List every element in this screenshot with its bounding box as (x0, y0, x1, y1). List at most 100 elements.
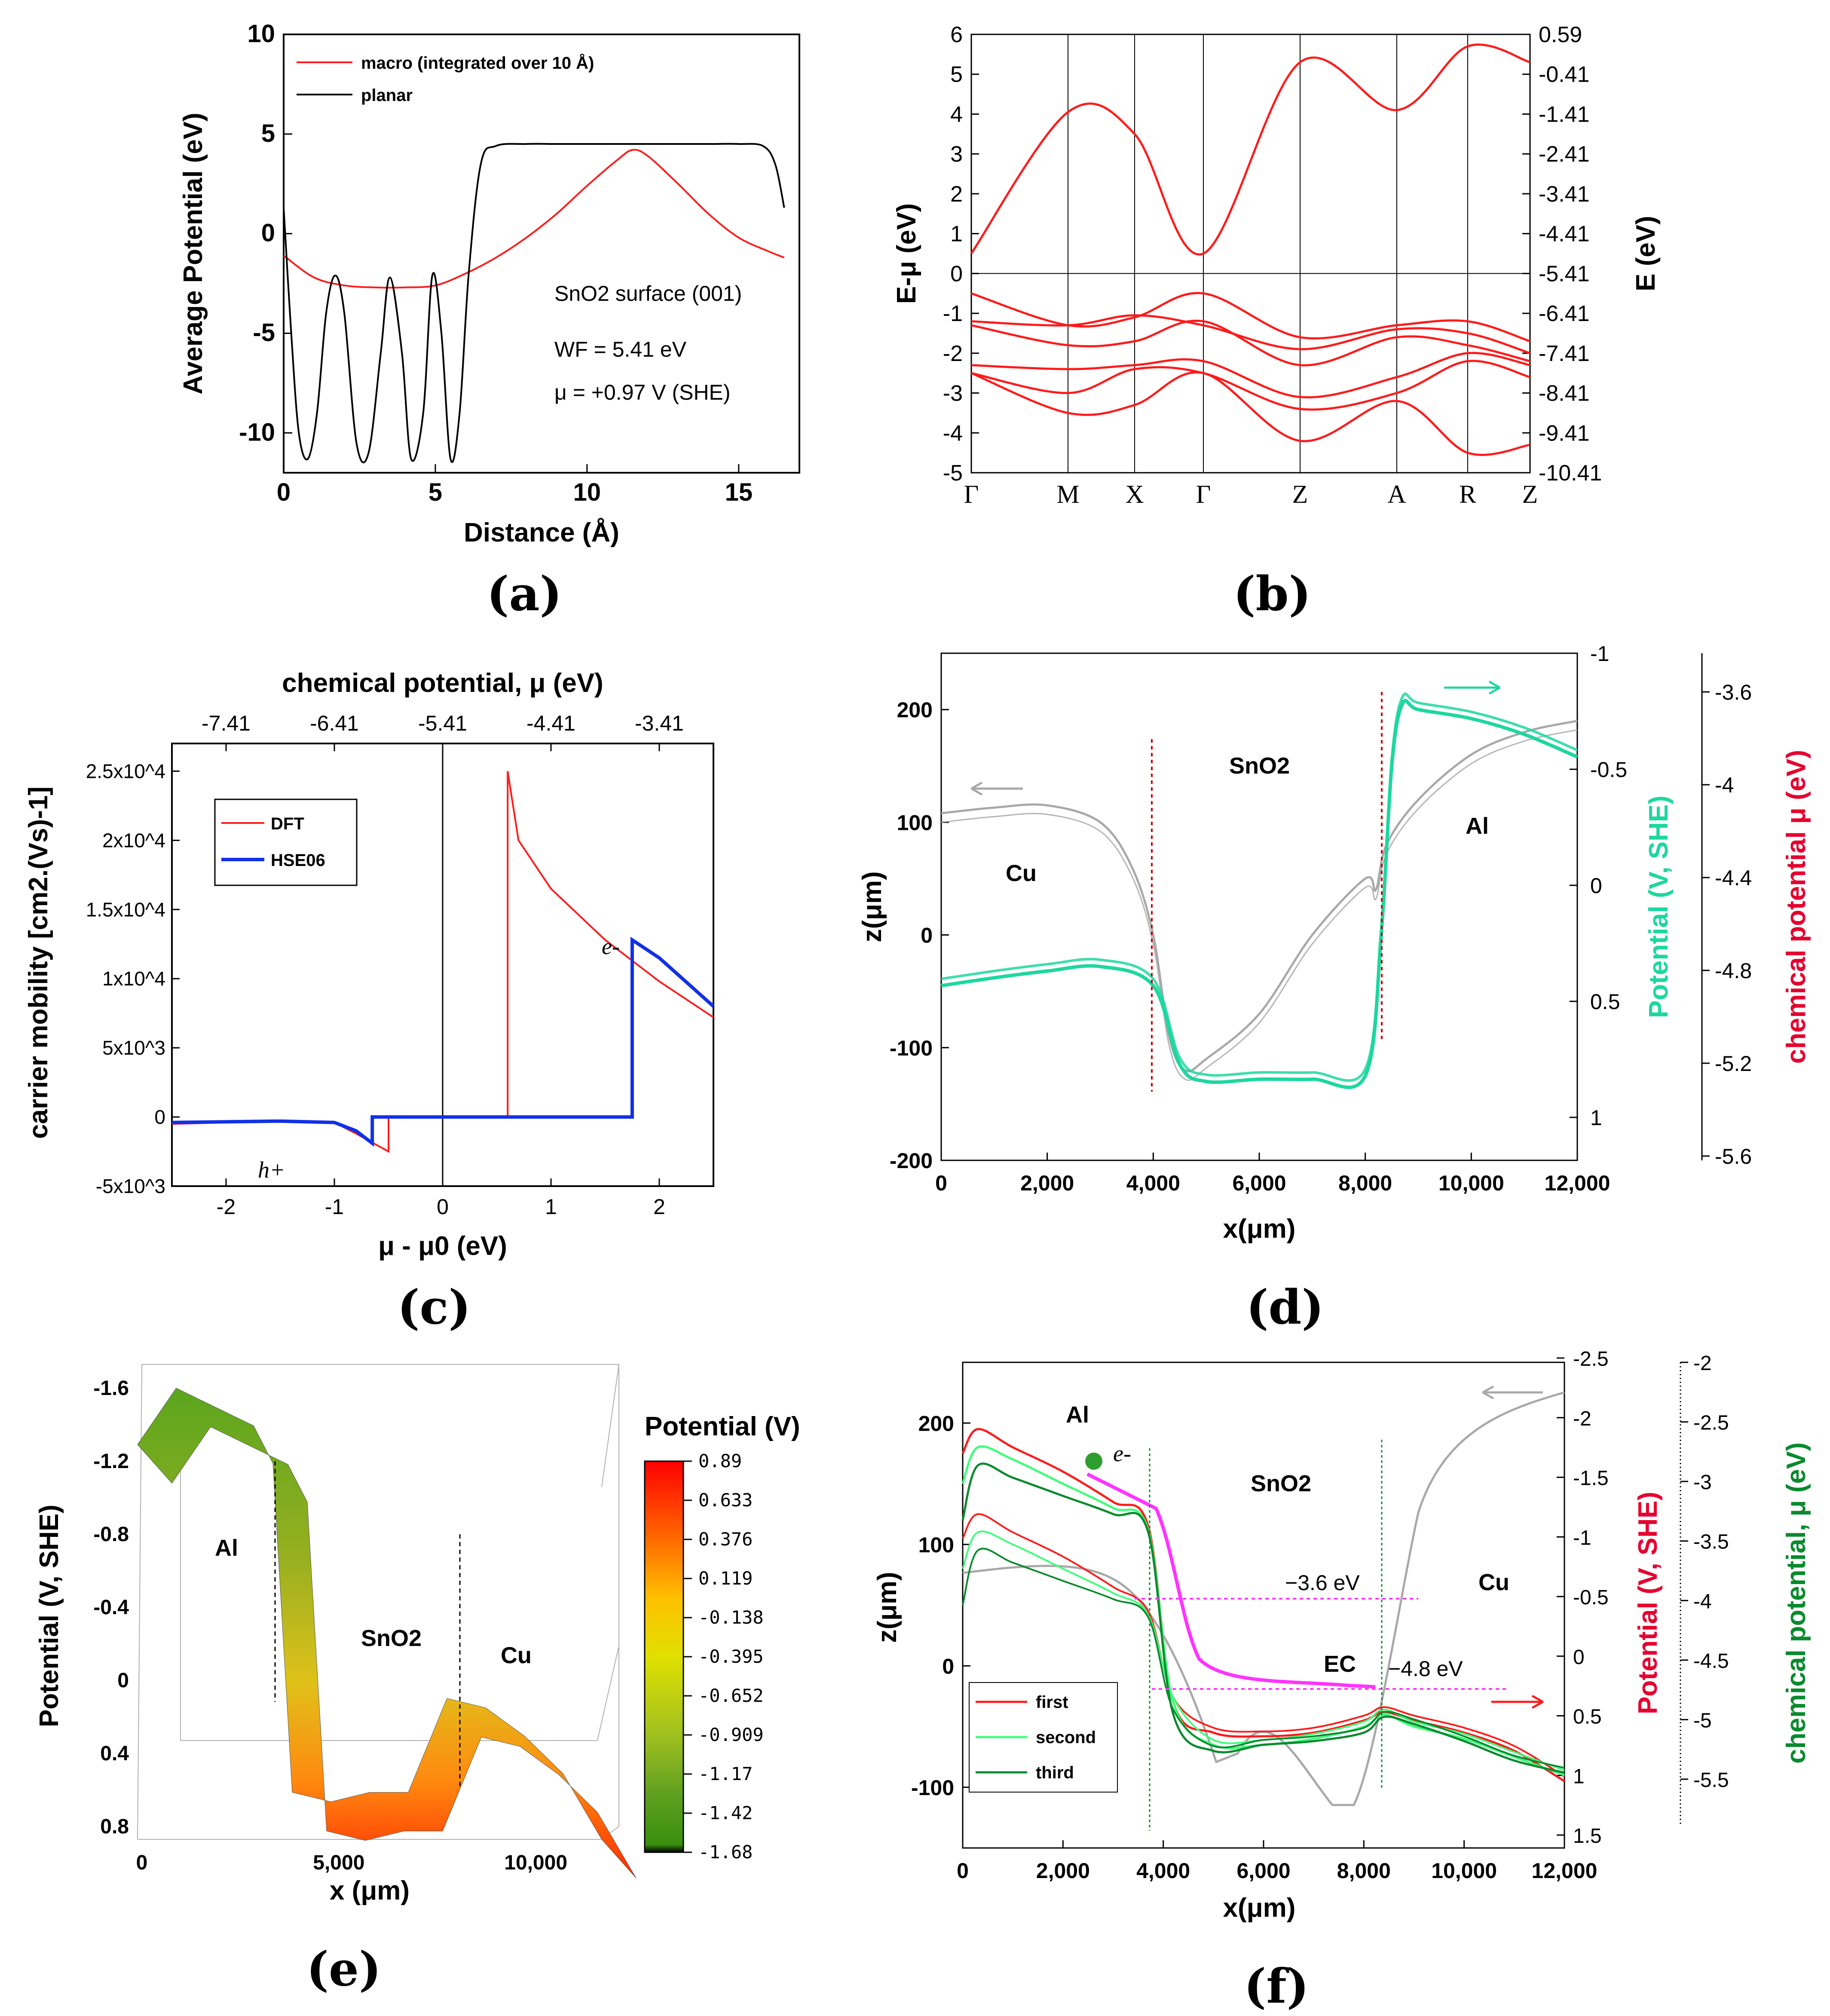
x-tick-label: 2,000 (1036, 1859, 1090, 1883)
x-top-tick-label: -3.41 (635, 711, 684, 735)
x-tick-label: 12,000 (1545, 1171, 1610, 1195)
y-tick-labels: 6 5 4 3 2 1 0 -1 -2 -3 -4 -5 (943, 22, 979, 486)
y-right2-tick-labels: -2 -2.5 -3 -3.5 -4 -4.5 -5 -5.5 (1680, 1352, 1729, 1792)
series-line-hse06 (171, 936, 715, 1147)
gray-profile-line (962, 1391, 1565, 1806)
y-tick-label: -100 (911, 1776, 954, 1800)
y-tick-label: 200 (897, 698, 933, 722)
band-line (971, 371, 1530, 456)
series-line-first (961, 1428, 1565, 1782)
series-line-planar (283, 143, 785, 463)
series-line-first-lower (962, 1513, 1565, 1777)
legend-label-second: second (1036, 1728, 1096, 1747)
y-right-axis-label: E (eV) (1631, 216, 1661, 291)
x-tick-label: -2 (217, 1195, 236, 1219)
panel-label-e: (e) (306, 1941, 381, 1997)
panel-b: 6 5 4 3 2 1 0 -1 -2 -3 -4 -5 0.59 -0.41 -1.41 -2.41 -3.… (892, 22, 1661, 621)
y-right-tick-labels: -1 -0.5 0 0.5 1 (1570, 642, 1627, 1130)
y-right-tick-label: -1.5 (1573, 1467, 1609, 1490)
y-tick-label: -5x10^3 (96, 1175, 165, 1197)
arrow-right-red (1491, 1695, 1544, 1709)
y-tick-label: -200 (890, 1149, 933, 1173)
y-right-tick-label: -0.5 (1590, 758, 1627, 782)
x-tick-label: 4,000 (1126, 1171, 1180, 1195)
y-right-tick-labels: -2.5 -2 -1.5 -1 -0.5 0 0.5 1 1.5 (1557, 1348, 1609, 1848)
y-right-tick-label: 1 (1573, 1765, 1585, 1788)
y-tick-label: -1.2 (93, 1450, 129, 1473)
annotation-mu: μ = +0.97 V (SHE) (554, 380, 731, 404)
legend-label-planar: planar (361, 86, 413, 105)
y-axis-label: E-μ (eV) (892, 203, 921, 304)
y-right-tick-label: -1.41 (1539, 102, 1590, 127)
k-point-label: Z (1292, 480, 1308, 508)
ec-band-magenta (1086, 1472, 1376, 1689)
region-label-sno2: SnO2 (1251, 1471, 1311, 1496)
colorbar-tick-labels: 0.89 0.633 0.376 0.119 -0.138 -0.395 -0.652 -0.… (683, 1450, 764, 1863)
y-tick-labels: 200 100 0 -100 -200 (890, 698, 949, 1173)
y-right2-tick-label: -4.8 (1715, 959, 1752, 983)
x-tick-label: 15 (725, 478, 753, 506)
x-tick-label: 10,000 (504, 1851, 567, 1874)
y-tick-label: -0.8 (93, 1523, 129, 1546)
y-right2-tick-label: -5 (1693, 1709, 1712, 1732)
colorbar-tick-label: 0.119 (698, 1568, 753, 1589)
x-axis-label: x(μm) (1223, 1214, 1296, 1244)
y-tick-label: 4 (950, 102, 963, 127)
x-tick-label: 2 (653, 1195, 665, 1219)
panel-d: 200 100 0 -100 -200 -1 -0.5 0 0.5 1 -3.6 -4 -4.4 -4… (857, 642, 1811, 1335)
region-label-cu: Cu (1006, 860, 1037, 886)
potential-line (941, 699, 1578, 1089)
x-tick-labels: 0 5 10 15 (277, 464, 753, 506)
y-tick-label: -4 (943, 421, 963, 446)
region-label-al: Al (1466, 813, 1489, 839)
potential-surface (137, 1388, 637, 1878)
colorbar-title: Potential (V) (645, 1412, 800, 1441)
panel-label-d: (d) (1246, 1279, 1324, 1335)
y-tick-label: 100 (897, 811, 933, 835)
annotation-hole: h+ (258, 1157, 285, 1183)
annotation-wf: WF = 5.41 eV (554, 337, 687, 361)
y-tick-label: -100 (890, 1036, 933, 1060)
x-tick-label: 10,000 (1438, 1171, 1504, 1195)
y-right-tick-label: -7.41 (1539, 341, 1590, 366)
x-axis-label: Distance (Å) (464, 518, 619, 548)
y-right-tick-label: -5.41 (1539, 261, 1590, 286)
colorbar-tick-label: -0.909 (698, 1724, 764, 1745)
y-axis-label: Potential (V, SHE) (34, 1505, 64, 1727)
y-right-tick-label: -9.41 (1539, 421, 1590, 446)
legend-label-third: third (1036, 1763, 1074, 1782)
colorbar-tick-label: -0.138 (698, 1607, 764, 1628)
y-right-tick-label: -2 (1573, 1407, 1591, 1430)
label-ec: EC (1324, 1651, 1356, 1677)
colorbar (644, 1460, 684, 1853)
y-tick-label: 2 (950, 182, 963, 207)
k-point-label: Γ (964, 480, 979, 508)
y-right2-tick-label: -4 (1715, 773, 1734, 797)
x-tick-label: 6,000 (1232, 1171, 1286, 1195)
region-label-cu: Cu (1478, 1569, 1509, 1595)
legend-label-macro: macro (integrated over 10 Å) (361, 53, 594, 73)
y-tick-label: 5 (261, 119, 275, 147)
x-top-tick-label: -6.41 (310, 711, 359, 735)
y-tick-label: 2x10^4 (102, 829, 165, 851)
potential-line-repeat (941, 692, 1578, 1082)
y-right2-tick-label: -4 (1693, 1590, 1712, 1613)
region-label-sno2: SnO2 (361, 1625, 422, 1651)
y-tick-label: 5x10^3 (102, 1037, 165, 1059)
y-right2-tick-label: -5.5 (1693, 1769, 1729, 1792)
colorbar-tick-label: -1.17 (698, 1763, 753, 1784)
region-label-al: Al (215, 1535, 238, 1561)
annotation-lower-level: −4.8 eV (1388, 1657, 1463, 1681)
y-right2-axis-label: chemical potential μ (eV) (1781, 750, 1811, 1064)
y-right2-tick-label: -5.6 (1715, 1144, 1752, 1169)
y-right-tick-label: -6.41 (1539, 301, 1590, 326)
x-tick-labels: 0 2,000 4,000 6,000 8,000 10,000 12,000 (935, 1153, 1610, 1195)
region-label-cu: Cu (501, 1643, 532, 1668)
x-tick-label: 12,000 (1532, 1859, 1597, 1883)
x-top-tick-label: -4.41 (526, 711, 575, 735)
x-tick-label: 2,000 (1020, 1171, 1074, 1195)
x-axis-label: μ - μ0 (eV) (378, 1231, 507, 1261)
